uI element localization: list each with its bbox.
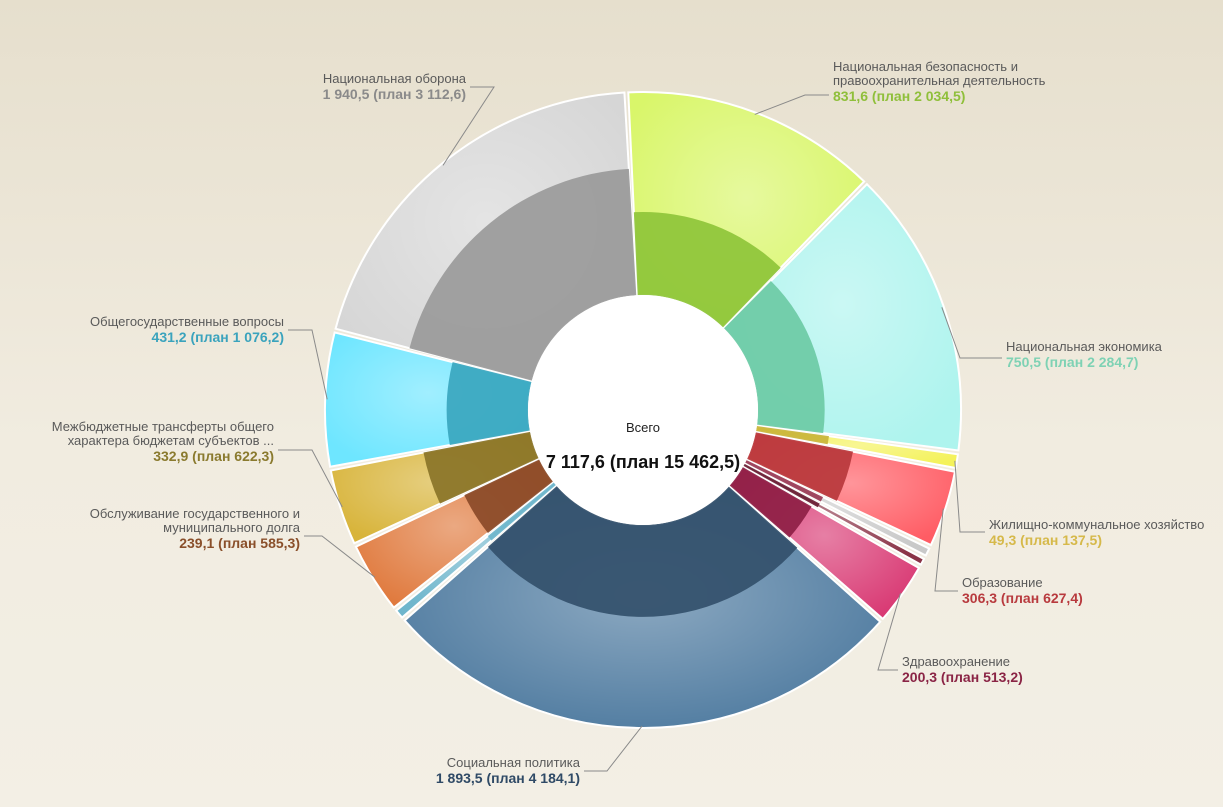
inner-segment-4[interactable] — [729, 467, 812, 538]
inner-segment-6[interactable] — [464, 459, 553, 533]
segment-name-label: Обслуживание государственного и — [90, 506, 300, 521]
segment-value-label: 750,5 (план 2 284,7) — [1006, 354, 1138, 370]
leader-line — [278, 449, 343, 508]
inner-segment-0[interactable] — [633, 212, 781, 328]
inner-segment-3[interactable] — [747, 432, 854, 501]
segment-name-label: правоохранительная деятельность — [833, 73, 1046, 88]
segment-name-label: муниципального долга — [163, 520, 301, 535]
inner-segment-7[interactable] — [423, 431, 539, 504]
segment-name-label: Социальная политика — [447, 755, 581, 770]
leader-line — [941, 307, 1002, 359]
inner-minor-segment[interactable] — [487, 482, 556, 541]
segment-name-label: Образование — [962, 575, 1043, 590]
inner-segment-9[interactable] — [409, 168, 637, 381]
inner-segment-5[interactable] — [487, 486, 798, 617]
inner-minor-segment[interactable] — [745, 460, 824, 502]
segment-value-label: 306,3 (план 627,4) — [962, 590, 1083, 606]
center-title: Всего — [626, 420, 660, 435]
leader-line — [288, 329, 328, 400]
leader-line — [584, 725, 643, 772]
segment-value-label: 831,6 (план 2 034,5) — [833, 88, 965, 104]
leader-line — [754, 94, 829, 115]
segment-labels: Национальная безопасность иправоохраните… — [52, 59, 1205, 786]
leader-lines — [278, 86, 1002, 772]
inner-segment-1[interactable] — [723, 280, 825, 434]
segment-name-label: Здравоохранение — [902, 654, 1010, 669]
segment-value-label: 239,1 (план 585,3) — [179, 535, 300, 551]
inner-segment-8[interactable] — [446, 362, 532, 445]
leader-line — [442, 86, 495, 166]
segment-value-label: 200,3 (план 513,2) — [902, 669, 1023, 685]
segment-value-label: 332,9 (план 622,3) — [153, 448, 274, 464]
leader-line — [954, 460, 985, 533]
segment-name-label: Национальная оборона — [323, 71, 467, 86]
leader-line — [304, 535, 376, 578]
segment-name-label: Жилищно-коммунальное хозяйство — [989, 517, 1204, 532]
segment-name-label: Национальная экономика — [1006, 339, 1163, 354]
segment-name-label: Общегосударственные вопросы — [90, 314, 284, 329]
leader-line — [934, 508, 958, 592]
segment-name-label: Национальная безопасность и — [833, 59, 1018, 74]
inner-ring — [409, 168, 854, 617]
inner-segment-2[interactable] — [756, 426, 829, 445]
segment-value-label: 431,2 (план 1 076,2) — [152, 329, 284, 345]
segment-value-label: 1 940,5 (план 3 112,6) — [323, 86, 466, 102]
leader-line — [877, 593, 901, 671]
segment-value-label: 49,3 (план 137,5) — [989, 532, 1102, 548]
segment-name-label: характера бюджетам субъектов ... — [68, 433, 274, 448]
segment-name-label: Межбюджетные трансферты общего — [52, 419, 274, 434]
inner-minor-segment[interactable] — [743, 463, 820, 508]
center-hole — [528, 295, 758, 525]
center-total-value: 7 117,6 (план 15 462,5) — [546, 452, 740, 472]
segment-value-label: 1 893,5 (план 4 184,1) — [436, 770, 580, 786]
